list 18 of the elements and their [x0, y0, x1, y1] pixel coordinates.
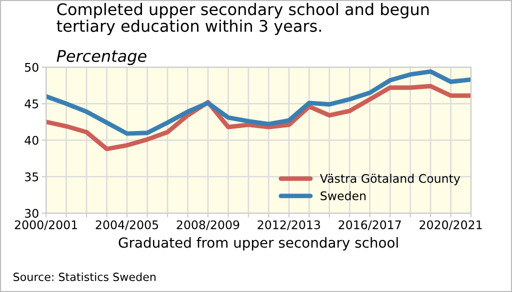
x-tick-label: 2016/2017 [338, 220, 401, 230]
x-tick-label: 2008/2009 [176, 220, 240, 230]
legend-label: Sweden [320, 191, 366, 200]
x-tick-label: 2020/2021 [420, 220, 482, 230]
y-tick-label: 45 [24, 100, 38, 108]
y-tick-label: 30 [25, 208, 38, 218]
chart-subtitle: Percentage [56, 50, 146, 66]
y-tick-label: 40 [24, 136, 38, 145]
x-tick-label: 2000/2001 [14, 220, 78, 230]
line-series [46, 84, 472, 152]
x-tick-label: 2004/2005 [96, 220, 158, 230]
legend-label: Västra Götaland County [320, 174, 460, 186]
source-note: Source: Statistics Sweden [14, 272, 156, 282]
x-axis-title: Graduated from upper secondary school [118, 237, 398, 251]
y-tick-label: 50 [25, 62, 38, 72]
x-tick-label: 2012/2013 [258, 220, 320, 230]
y-tick-label: 35 [25, 172, 38, 182]
chart-title: Completed upper secondary school and begun tertiary education within 3 years. [56, 2, 429, 36]
